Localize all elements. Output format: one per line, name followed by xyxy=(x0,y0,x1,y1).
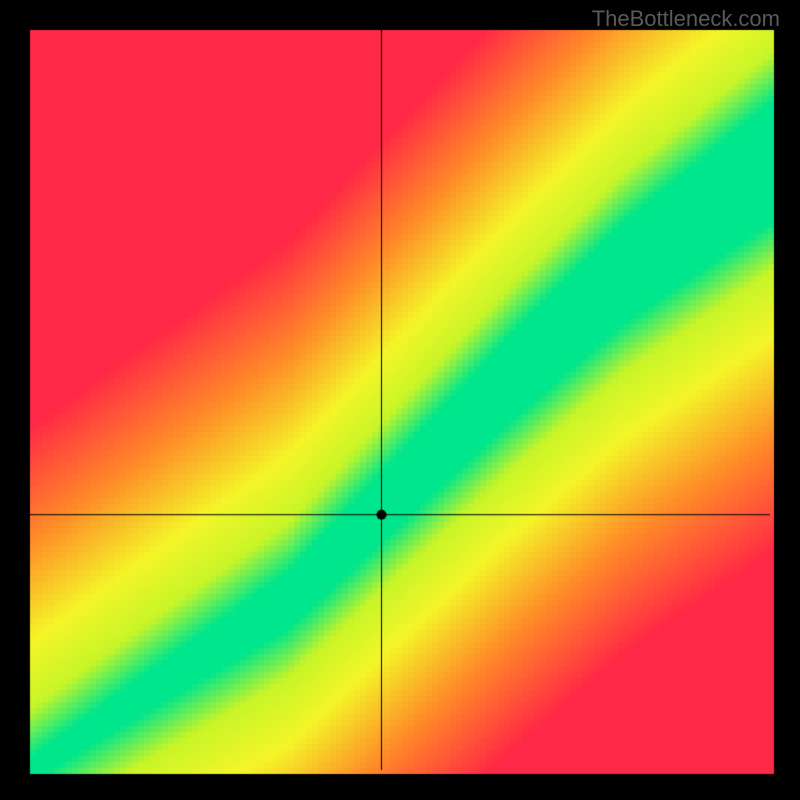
bottleneck-heatmap xyxy=(0,0,800,800)
chart-container: TheBottleneck.com xyxy=(0,0,800,800)
watermark-text: TheBottleneck.com xyxy=(592,6,780,32)
